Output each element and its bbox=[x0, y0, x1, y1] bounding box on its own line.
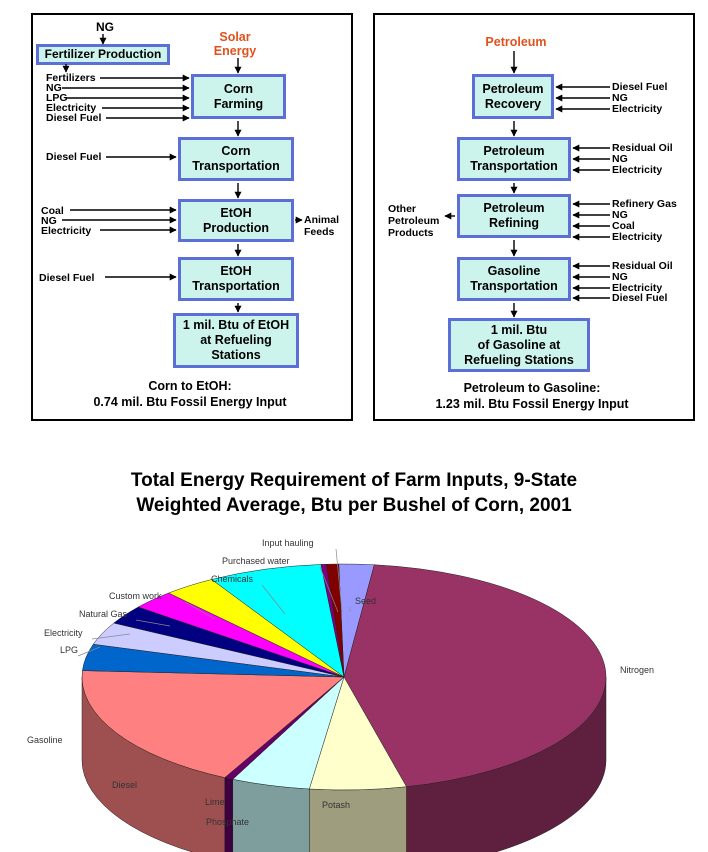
corn-farming-box: Corn Farming bbox=[191, 74, 286, 119]
production-input-ng: NG bbox=[41, 215, 57, 227]
pie-label-lpg: LPG bbox=[60, 645, 78, 655]
pie-label-custom-work: Custom work bbox=[109, 591, 162, 601]
flow-arrows bbox=[62, 34, 610, 318]
petroleum-recovery-box: Petroleum Recovery bbox=[472, 74, 554, 119]
pie-label-diesel: Diesel bbox=[112, 780, 137, 790]
pie-label-purchased-water: Purchased water bbox=[222, 556, 290, 566]
farm-input-electricity: Electricity bbox=[46, 102, 97, 114]
pie-side-phosphate bbox=[232, 779, 310, 852]
petroleum-refining-box: Petroleum Refining bbox=[457, 194, 571, 238]
pie-leader-input-hauling bbox=[335, 548, 343, 613]
pie-label-seed: Seed bbox=[355, 596, 376, 606]
pie-label-lime: Lime bbox=[205, 797, 225, 807]
production-input-electricity: Electricity bbox=[41, 225, 92, 237]
gasoline-transport-input-ng: NG bbox=[612, 271, 628, 283]
fertilizer-production-box: Fertilizer Production bbox=[36, 44, 170, 65]
pie-leader-chemicals bbox=[261, 584, 286, 615]
farm-input-ng: NG bbox=[46, 82, 62, 94]
other-petroleum-products-label: Other Petroleum Products bbox=[388, 203, 440, 239]
pie-label-gasoline: Gasoline bbox=[27, 735, 63, 745]
pie-slice-input-hauling bbox=[326, 563, 345, 678]
transport-input-ng: NG bbox=[612, 153, 628, 165]
pie-label-potash: Potash bbox=[322, 800, 350, 810]
pie-leader-purchased-water bbox=[319, 566, 339, 613]
etoh-transportation-box: EtOH Transportation bbox=[178, 257, 294, 301]
pie-leader-lpg bbox=[77, 646, 101, 657]
animal-feeds-label: Animal Feeds bbox=[304, 214, 340, 238]
pie-label-input-hauling: Input hauling bbox=[262, 538, 314, 548]
corn-transport-input-diesel: Diesel Fuel bbox=[46, 151, 102, 163]
pie-slice-nitrogen bbox=[343, 564, 607, 788]
etoh-refueling-box: 1 mil. Btu of EtOH at Refueling Stations bbox=[173, 313, 299, 368]
farm-inputs-pie-chart: Seed Nitrogen Potash Phosphate Lime Diesel Gas… bbox=[27, 538, 654, 852]
pie-label-phosphate: Phosphate bbox=[206, 817, 249, 827]
left-caption-line2: 0.74 mil. Btu Fossil Energy Input bbox=[93, 395, 287, 409]
pie-leader-natural-gas bbox=[135, 619, 171, 627]
production-input-coal: Coal bbox=[41, 205, 64, 217]
left-caption-line1: Corn to EtOH: bbox=[148, 379, 232, 393]
pie-slice-diesel bbox=[81, 670, 345, 778]
pie-label-chemicals: Chemicals bbox=[211, 574, 254, 584]
etoh-transport-input-diesel: Diesel Fuel bbox=[39, 272, 95, 284]
pie-slice-chemicals bbox=[211, 564, 345, 678]
gasoline-transport-input-electricity: Electricity bbox=[612, 282, 663, 294]
pie-label-electricity: Electricity bbox=[44, 628, 83, 638]
refining-input-electricity: Electricity bbox=[612, 231, 663, 243]
recovery-input-electricity: Electricity bbox=[612, 103, 663, 115]
transport-input-residual-oil: Residual Oil bbox=[612, 142, 673, 154]
petroleum-label: Petroleum bbox=[485, 35, 547, 49]
pie-leader-electricity bbox=[91, 633, 131, 640]
gasoline-transport-input-diesel: Diesel Fuel bbox=[612, 292, 668, 304]
farm-input-lpg: LPG bbox=[46, 92, 68, 104]
gasoline-refueling-box: 1 mil. Btu of Gasoline at Refueling Stat… bbox=[448, 318, 590, 372]
etoh-production-box: EtOH Production bbox=[178, 199, 294, 242]
recovery-input-diesel: Diesel Fuel bbox=[612, 81, 668, 93]
corn-transportation-box: Corn Transportation bbox=[178, 137, 294, 181]
refining-input-ng: NG bbox=[612, 209, 628, 221]
pie-chart-title: Total Energy Requirement of Farm Inputs,… bbox=[130, 470, 578, 516]
ng-label: NG bbox=[96, 20, 114, 34]
gasoline-transport-input-residual-oil: Residual Oil bbox=[612, 260, 673, 272]
refining-input-refinery-gas: Refinery Gas bbox=[612, 198, 677, 210]
pie-label-nitrogen: Nitrogen bbox=[620, 665, 654, 675]
farm-input-diesel-fuel: Diesel Fuel bbox=[46, 112, 102, 124]
petroleum-transportation-box: Petroleum Transportation bbox=[457, 137, 571, 181]
gasoline-transportation-box: Gasoline Transportation bbox=[457, 257, 571, 301]
farm-input-fertilizers: Fertilizers bbox=[46, 72, 96, 84]
pie-leader-custom-work bbox=[184, 601, 216, 620]
refining-input-coal: Coal bbox=[612, 220, 635, 232]
pie-side-potash bbox=[309, 786, 407, 852]
right-caption-line2: 1.23 mil. Btu Fossil Energy Input bbox=[435, 397, 629, 411]
right-caption-line1: Petroleum to Gasoline: bbox=[463, 381, 601, 395]
recovery-input-ng: NG bbox=[612, 92, 628, 104]
solar-energy-label: Solar Energy bbox=[213, 30, 257, 58]
pie-side-lime bbox=[224, 777, 234, 852]
pie-label-natural-gas: Natural Gas bbox=[79, 609, 128, 619]
transport-input-electricity: Electricity bbox=[612, 164, 663, 176]
